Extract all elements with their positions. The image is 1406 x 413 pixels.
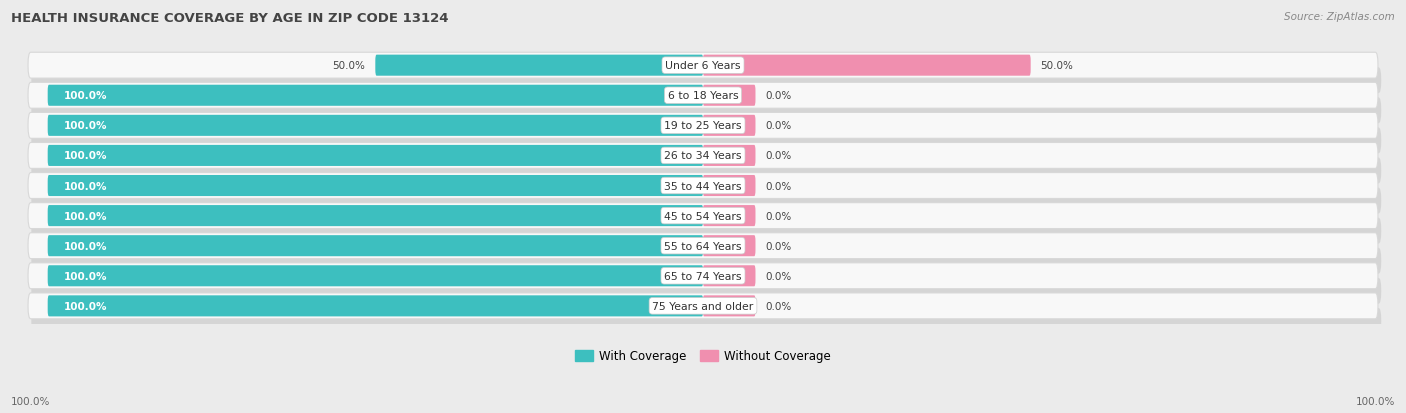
FancyBboxPatch shape [31, 278, 1381, 304]
FancyBboxPatch shape [31, 308, 1381, 334]
FancyBboxPatch shape [48, 116, 703, 137]
Text: 55 to 64 Years: 55 to 64 Years [664, 241, 742, 251]
FancyBboxPatch shape [31, 128, 1381, 154]
Text: 45 to 54 Years: 45 to 54 Years [664, 211, 742, 221]
Text: 100.0%: 100.0% [65, 91, 108, 101]
FancyBboxPatch shape [703, 116, 755, 137]
FancyBboxPatch shape [48, 266, 703, 287]
Text: HEALTH INSURANCE COVERAGE BY AGE IN ZIP CODE 13124: HEALTH INSURANCE COVERAGE BY AGE IN ZIP … [11, 12, 449, 25]
FancyBboxPatch shape [48, 206, 703, 227]
Text: 100.0%: 100.0% [1355, 396, 1395, 406]
Text: 50.0%: 50.0% [333, 61, 366, 71]
Text: 0.0%: 0.0% [765, 121, 792, 131]
FancyBboxPatch shape [703, 55, 1031, 76]
FancyBboxPatch shape [28, 173, 1378, 199]
Legend: With Coverage, Without Coverage: With Coverage, Without Coverage [575, 349, 831, 363]
Text: 19 to 25 Years: 19 to 25 Years [664, 121, 742, 131]
FancyBboxPatch shape [31, 98, 1381, 124]
FancyBboxPatch shape [28, 113, 1378, 139]
Text: 0.0%: 0.0% [765, 211, 792, 221]
Text: Under 6 Years: Under 6 Years [665, 61, 741, 71]
Text: 0.0%: 0.0% [765, 91, 792, 101]
FancyBboxPatch shape [48, 296, 703, 317]
Text: 75 Years and older: 75 Years and older [652, 301, 754, 311]
FancyBboxPatch shape [28, 203, 1378, 229]
FancyBboxPatch shape [28, 53, 1378, 79]
Text: 100.0%: 100.0% [11, 396, 51, 406]
FancyBboxPatch shape [48, 85, 703, 107]
FancyBboxPatch shape [703, 85, 755, 107]
Text: 35 to 44 Years: 35 to 44 Years [664, 181, 742, 191]
Text: 0.0%: 0.0% [765, 151, 792, 161]
FancyBboxPatch shape [48, 235, 703, 256]
FancyBboxPatch shape [375, 55, 703, 76]
Text: 100.0%: 100.0% [65, 241, 108, 251]
Text: 100.0%: 100.0% [65, 121, 108, 131]
FancyBboxPatch shape [703, 235, 755, 256]
Text: 0.0%: 0.0% [765, 301, 792, 311]
FancyBboxPatch shape [28, 143, 1378, 169]
Text: 0.0%: 0.0% [765, 271, 792, 281]
FancyBboxPatch shape [703, 296, 755, 317]
FancyBboxPatch shape [31, 158, 1381, 184]
Text: 65 to 74 Years: 65 to 74 Years [664, 271, 742, 281]
FancyBboxPatch shape [703, 176, 755, 197]
Text: 26 to 34 Years: 26 to 34 Years [664, 151, 742, 161]
Text: 100.0%: 100.0% [65, 271, 108, 281]
Text: 50.0%: 50.0% [1040, 61, 1073, 71]
FancyBboxPatch shape [28, 263, 1378, 289]
Text: 100.0%: 100.0% [65, 301, 108, 311]
FancyBboxPatch shape [28, 233, 1378, 259]
Text: 100.0%: 100.0% [65, 181, 108, 191]
FancyBboxPatch shape [31, 188, 1381, 214]
FancyBboxPatch shape [703, 145, 755, 166]
FancyBboxPatch shape [31, 218, 1381, 244]
Text: 100.0%: 100.0% [65, 211, 108, 221]
FancyBboxPatch shape [48, 145, 703, 166]
FancyBboxPatch shape [703, 206, 755, 227]
FancyBboxPatch shape [31, 68, 1381, 94]
FancyBboxPatch shape [48, 176, 703, 197]
Text: 6 to 18 Years: 6 to 18 Years [668, 91, 738, 101]
FancyBboxPatch shape [28, 83, 1378, 109]
Text: Source: ZipAtlas.com: Source: ZipAtlas.com [1284, 12, 1395, 22]
Text: 0.0%: 0.0% [765, 181, 792, 191]
Text: 0.0%: 0.0% [765, 241, 792, 251]
FancyBboxPatch shape [31, 248, 1381, 274]
FancyBboxPatch shape [703, 266, 755, 287]
Text: 100.0%: 100.0% [65, 151, 108, 161]
FancyBboxPatch shape [28, 293, 1378, 319]
